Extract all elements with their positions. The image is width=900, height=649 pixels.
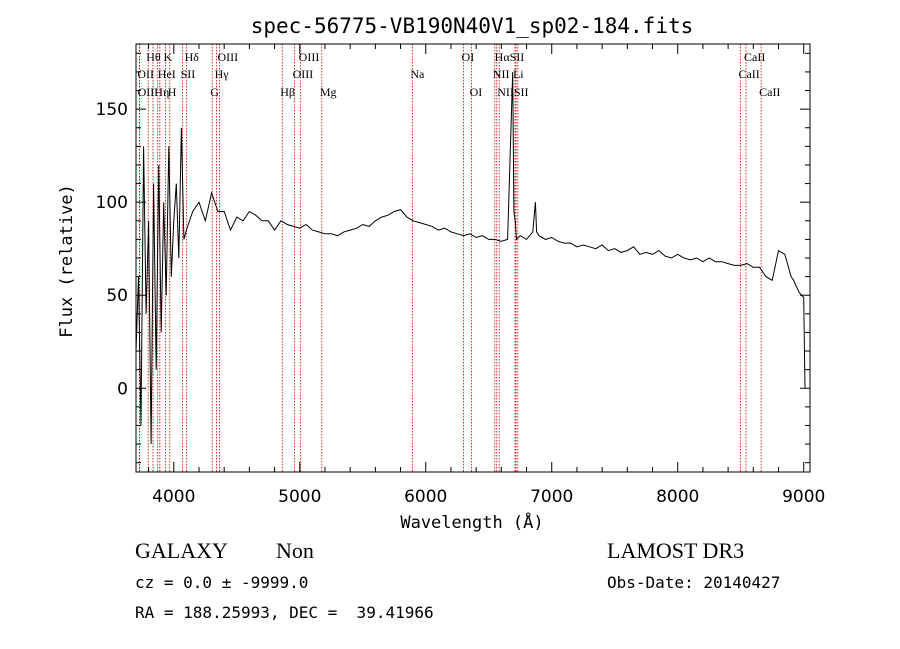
y-axis-label: Flux (relative) <box>57 184 77 338</box>
ra-dec-coordinates: RA = 188.25993, DEC = 39.41966 <box>135 603 434 622</box>
x-tick-label: 6000 <box>404 487 447 507</box>
x-tick-label: 8000 <box>656 487 699 507</box>
line-label-0-1: K <box>163 50 172 64</box>
line-label-2-0: OIIHη <box>138 85 170 99</box>
line-label-2-1: H <box>168 85 177 99</box>
line-label-2-4: Mg <box>320 85 337 99</box>
object-class: GALAXY <box>135 538 228 563</box>
object-subclass: Non <box>276 538 314 563</box>
line-label-2-7: CaII <box>759 85 780 99</box>
line-label-1-1: HeI <box>158 67 176 81</box>
y-tick-label: 0 <box>117 379 128 399</box>
line-label-0-0: Hθ <box>146 50 161 64</box>
emission-line-markers <box>139 44 762 472</box>
line-label-1-6: NII <box>493 67 510 81</box>
line-label-0-4: OIII <box>299 50 320 64</box>
spectrum-line <box>135 71 806 445</box>
line-label-0-2: Hδ <box>185 50 200 64</box>
line-label-1-2: SII <box>181 67 196 81</box>
redshift-cz: cz = 0.0 ± -9999.0 <box>135 573 309 592</box>
x-tick-label: 9000 <box>782 487 825 507</box>
line-label-0-7: CaII <box>744 50 765 64</box>
x-tick-label: 7000 <box>530 487 573 507</box>
x-tick-label: 4000 <box>152 487 195 507</box>
survey-name: LAMOST DR3 <box>607 538 745 563</box>
x-axis-label: Wavelength (Å) <box>400 511 543 533</box>
line-label-1-5: Na <box>410 67 425 81</box>
x-axis-ticks: 4000 5000 6000 7000 8000 9000 <box>148 44 825 507</box>
line-label-1-4: OIII <box>293 67 314 81</box>
x-tick-label: 5000 <box>278 487 321 507</box>
line-label-1-3: Hγ <box>215 67 230 81</box>
line-label-2-2: G <box>210 85 219 99</box>
line-label-1-0: OII <box>137 67 154 81</box>
line-label-2-5: OI <box>470 85 483 99</box>
line-label-2-3: Hβ <box>280 85 295 99</box>
emission-line-labels: Hθ K Hδ OIII OIII OI HαSII CaII OII HeI SII Hγ OIII N… <box>137 50 780 99</box>
y-tick-label: 50 <box>106 286 128 306</box>
line-label-0-5: OI <box>462 50 475 64</box>
y-tick-label: 100 <box>96 193 128 213</box>
line-label-0-3: OIII <box>218 50 239 64</box>
line-label-1-7: Li <box>513 67 524 81</box>
chart-title: spec-56775-VB190N40V1_sp02-184.fits <box>251 14 694 38</box>
y-axis-ticks: 0 50 100 150 <box>96 52 810 464</box>
observation-date: Obs-Date: 20140427 <box>607 573 781 592</box>
y-tick-label: 150 <box>96 100 128 120</box>
line-label-0-6: HαSII <box>495 50 525 64</box>
line-label-1-8: CaII <box>738 67 759 81</box>
